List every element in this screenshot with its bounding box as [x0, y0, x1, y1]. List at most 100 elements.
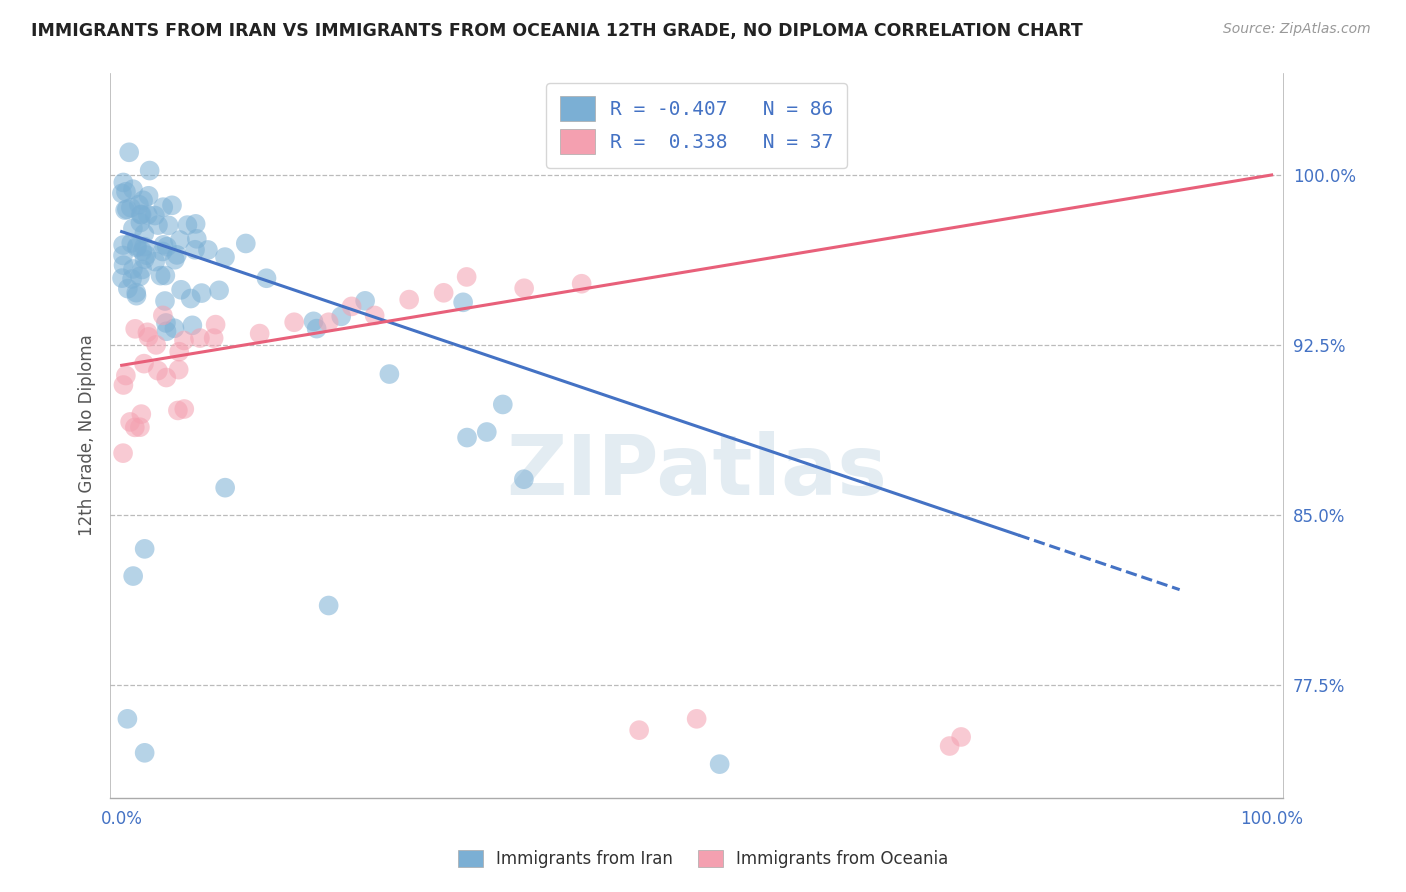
Point: [112, 176, 135, 190]
Point: [197, 243, 219, 257]
Point: [143, 209, 166, 223]
Point: [170, 283, 193, 297]
Point: [120, 235, 142, 250]
Point: [475, 425, 498, 439]
Point: [214, 250, 236, 264]
Point: [157, 219, 180, 233]
Point: [152, 309, 174, 323]
Point: [318, 599, 340, 613]
Point: [138, 163, 160, 178]
Point: [136, 208, 159, 222]
Point: [167, 344, 190, 359]
Point: [249, 326, 271, 341]
Point: [120, 415, 142, 429]
Point: [125, 239, 148, 253]
Point: [202, 331, 225, 345]
Point: [208, 283, 231, 297]
Point: [571, 277, 593, 291]
Point: [456, 269, 478, 284]
Point: [186, 232, 208, 246]
Point: [305, 321, 328, 335]
Point: [184, 243, 207, 257]
Point: [938, 739, 960, 753]
Point: [149, 268, 172, 283]
Point: [115, 368, 138, 383]
Point: [134, 746, 156, 760]
Point: [138, 330, 160, 344]
Point: [111, 271, 134, 285]
Point: [176, 218, 198, 232]
Point: [112, 446, 135, 460]
Point: [173, 334, 195, 348]
Point: [121, 272, 143, 286]
Point: [117, 282, 139, 296]
Point: [112, 238, 135, 252]
Point: [124, 322, 146, 336]
Point: [166, 248, 188, 262]
Point: [160, 198, 183, 212]
Point: [451, 295, 474, 310]
Point: [132, 194, 155, 208]
Point: [156, 240, 179, 254]
Point: [132, 239, 155, 253]
Point: [155, 268, 177, 283]
Point: [180, 292, 202, 306]
Point: [433, 285, 456, 300]
Point: [120, 201, 142, 215]
Legend: Immigrants from Iran, Immigrants from Oceania: Immigrants from Iran, Immigrants from Oc…: [451, 843, 955, 875]
Point: [124, 420, 146, 434]
Point: [340, 299, 363, 313]
Point: [115, 202, 138, 217]
Point: [363, 309, 385, 323]
Point: [204, 318, 226, 332]
Point: [153, 293, 176, 308]
Point: [111, 186, 134, 201]
Point: [122, 262, 145, 277]
Point: [129, 407, 152, 421]
Point: [122, 182, 145, 196]
Point: [152, 237, 174, 252]
Point: [628, 723, 651, 738]
Point: [318, 315, 340, 329]
Point: [122, 569, 145, 583]
Point: [163, 321, 186, 335]
Point: [155, 324, 177, 338]
Point: [235, 236, 257, 251]
Point: [256, 271, 278, 285]
Point: [214, 481, 236, 495]
Point: [115, 185, 138, 199]
Point: [513, 281, 536, 295]
Point: [181, 318, 204, 333]
Point: [145, 338, 167, 352]
Point: [155, 316, 177, 330]
Point: [398, 293, 420, 307]
Y-axis label: 12th Grade, No Diploma: 12th Grade, No Diploma: [79, 334, 96, 536]
Point: [378, 367, 401, 381]
Point: [184, 217, 207, 231]
Point: [125, 288, 148, 302]
Point: [188, 331, 211, 345]
Point: [169, 233, 191, 247]
Text: IMMIGRANTS FROM IRAN VS IMMIGRANTS FROM OCEANIA 12TH GRADE, NO DIPLOMA CORRELATI: IMMIGRANTS FROM IRAN VS IMMIGRANTS FROM …: [31, 22, 1083, 40]
Point: [111, 248, 134, 262]
Point: [167, 362, 190, 376]
Point: [146, 218, 169, 232]
Point: [138, 188, 160, 202]
Point: [131, 244, 153, 259]
Point: [118, 145, 141, 160]
Point: [112, 378, 135, 392]
Point: [132, 357, 155, 371]
Point: [114, 203, 136, 218]
Point: [685, 712, 707, 726]
Point: [129, 420, 152, 434]
Point: [112, 258, 135, 272]
Point: [134, 541, 156, 556]
Text: ZIPatlas: ZIPatlas: [506, 432, 887, 512]
Point: [131, 262, 153, 277]
Point: [492, 397, 515, 411]
Point: [330, 310, 353, 324]
Point: [513, 472, 536, 486]
Point: [283, 315, 305, 329]
Point: [152, 200, 174, 214]
Point: [155, 370, 177, 384]
